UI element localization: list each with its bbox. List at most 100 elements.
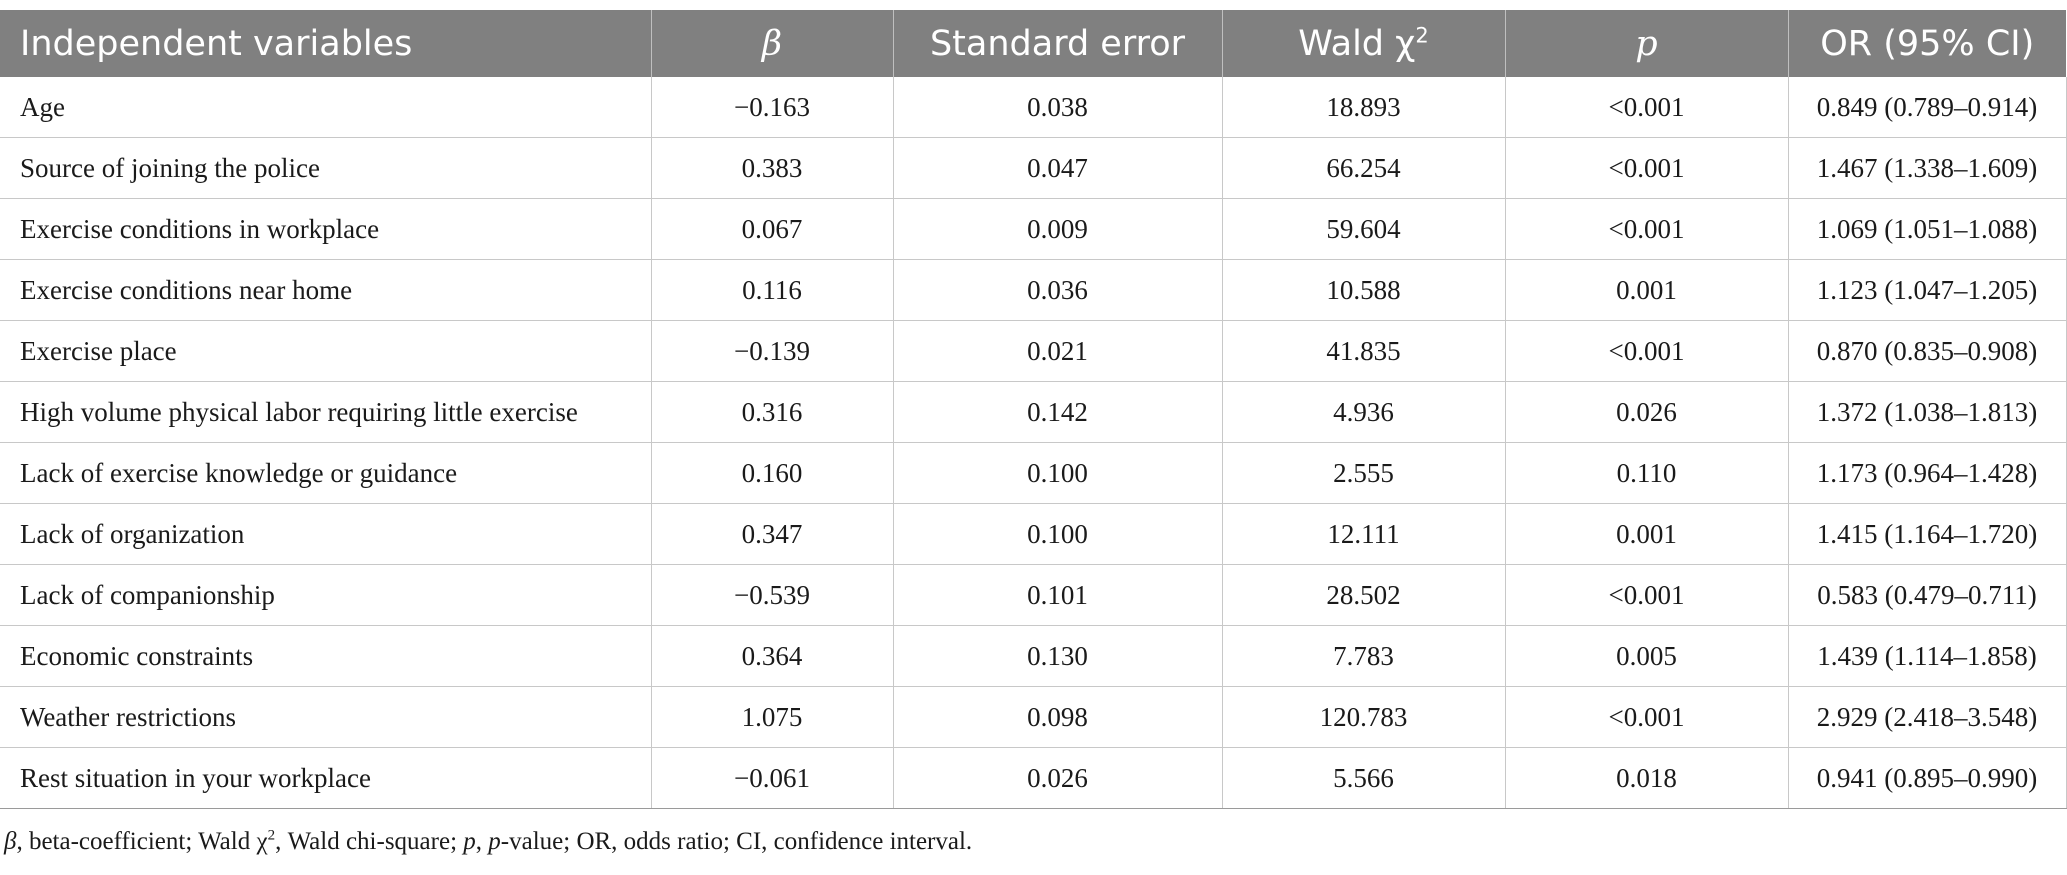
cell-p-value: 0.001 — [1505, 259, 1789, 321]
footnote-p-symbol: p — [463, 828, 476, 855]
cell-wald: 12.111 — [1222, 503, 1506, 565]
table-row: Exercise place −0.139 0.021 41.835 <0.001 0.8… — [0, 320, 2067, 382]
cell-beta: −0.163 — [651, 77, 894, 138]
regression-table-container: Independent variables β Standard error W… — [0, 10, 2067, 809]
regression-table: Independent variables β Standard error W… — [0, 10, 2067, 809]
cell-variable: Lack of companionship — [0, 564, 652, 626]
cell-wald: 4.936 — [1222, 381, 1506, 443]
cell-beta: 0.364 — [651, 625, 894, 687]
table-row: Lack of organization 0.347 0.100 12.111 0.00… — [0, 503, 2067, 565]
table-row: Rest situation in your workplace −0.061 0.… — [0, 747, 2067, 809]
cell-wald: 41.835 — [1222, 320, 1506, 382]
cell-variable: Exercise conditions in workplace — [0, 198, 652, 260]
cell-p-value: 0.001 — [1505, 503, 1789, 565]
table-row: Lack of companionship −0.539 0.101 28.502 <0… — [0, 564, 2067, 626]
header-row: Independent variables β Standard error W… — [0, 10, 2066, 77]
cell-beta: 1.075 — [651, 686, 894, 748]
table-row: Source of joining the police 0.383 0.047 66… — [0, 137, 2067, 199]
cell-variable: Lack of exercise knowledge or guidance — [0, 442, 652, 504]
cell-or-ci: 1.069 (1.051–1.088) — [1788, 198, 2067, 260]
cell-p-value: <0.001 — [1505, 77, 1789, 138]
cell-beta: 0.347 — [651, 503, 894, 565]
table-body: Age −0.163 0.038 18.893 <0.001 0.849 (0.789–0… — [0, 77, 2067, 809]
cell-standard-error: 0.101 — [893, 564, 1223, 626]
cell-variable: Economic constraints — [0, 625, 652, 687]
cell-standard-error: 0.021 — [893, 320, 1223, 382]
cell-variable: Exercise conditions near home — [0, 259, 652, 321]
cell-standard-error: 0.009 — [893, 198, 1223, 260]
footnote-wald-definition: , Wald chi-square; — [275, 828, 464, 855]
footnote-beta-symbol: β — [4, 828, 17, 855]
cell-wald: 66.254 — [1222, 137, 1506, 199]
cell-p-value: 0.026 — [1505, 381, 1789, 443]
cell-or-ci: 1.415 (1.164–1.720) — [1788, 503, 2067, 565]
table-row: Exercise conditions near home 0.116 0.036 1… — [0, 259, 2067, 321]
table-header: Independent variables β Standard error W… — [0, 10, 2066, 77]
cell-wald: 2.555 — [1222, 442, 1506, 504]
cell-p-value: 0.110 — [1505, 442, 1789, 504]
cell-variable: Rest situation in your workplace — [0, 747, 652, 809]
cell-standard-error: 0.142 — [893, 381, 1223, 443]
cell-variable: High volume physical labor requiring lit… — [0, 381, 652, 443]
cell-variable: Exercise place — [0, 320, 652, 382]
cell-standard-error: 0.100 — [893, 442, 1223, 504]
cell-wald: 18.893 — [1222, 77, 1506, 138]
cell-or-ci: 0.583 (0.479–0.711) — [1788, 564, 2067, 626]
table-row: High volume physical labor requiring lit… — [0, 381, 2067, 443]
header-wald-chi-square: Wald χ2 — [1222, 10, 1506, 77]
cell-wald: 5.566 — [1222, 747, 1506, 809]
cell-or-ci: 1.123 (1.047–1.205) — [1788, 259, 2067, 321]
cell-standard-error: 0.047 — [893, 137, 1223, 199]
cell-or-ci: 0.849 (0.789–0.914) — [1788, 77, 2067, 138]
cell-variable: Source of joining the police — [0, 137, 652, 199]
cell-standard-error: 0.100 — [893, 503, 1223, 565]
cell-wald: 7.783 — [1222, 625, 1506, 687]
cell-standard-error: 0.026 — [893, 747, 1223, 809]
cell-beta: 0.316 — [651, 381, 894, 443]
cell-beta: −0.139 — [651, 320, 894, 382]
cell-variable: Weather restrictions — [0, 686, 652, 748]
header-standard-error: Standard error — [893, 10, 1223, 77]
cell-wald: 59.604 — [1222, 198, 1506, 260]
header-p-value: p — [1505, 10, 1789, 77]
table-row: Economic constraints 0.364 0.130 7.783 0.005… — [0, 625, 2067, 687]
header-or-ci: OR (95% CI) — [1788, 10, 2066, 77]
table-row: Weather restrictions 1.075 0.098 120.783 <0.… — [0, 686, 2067, 748]
cell-p-value: <0.001 — [1505, 137, 1789, 199]
cell-or-ci: 1.439 (1.114–1.858) — [1788, 625, 2067, 687]
cell-p-value: 0.005 — [1505, 625, 1789, 687]
cell-or-ci: 1.173 (0.964–1.428) — [1788, 442, 2067, 504]
cell-variable: Age — [0, 77, 652, 138]
cell-standard-error: 0.036 — [893, 259, 1223, 321]
cell-standard-error: 0.098 — [893, 686, 1223, 748]
table-row: Age −0.163 0.038 18.893 <0.001 0.849 (0.789–0… — [0, 77, 2067, 138]
footnote-beta-definition: , beta-coefficient; Wald χ — [16, 828, 268, 855]
cell-beta: 0.160 — [651, 442, 894, 504]
cell-wald: 120.783 — [1222, 686, 1506, 748]
cell-p-value: 0.018 — [1505, 747, 1789, 809]
footnote-chi-superscript: 2 — [267, 827, 276, 844]
cell-beta: −0.061 — [651, 747, 894, 809]
cell-beta: 0.383 — [651, 137, 894, 199]
cell-p-value: <0.001 — [1505, 320, 1789, 382]
cell-or-ci: 1.467 (1.338–1.609) — [1788, 137, 2067, 199]
cell-p-value: <0.001 — [1505, 564, 1789, 626]
cell-beta: −0.539 — [651, 564, 894, 626]
cell-wald: 10.588 — [1222, 259, 1506, 321]
cell-or-ci: 2.929 (2.418–3.548) — [1788, 686, 2067, 748]
footnote-definitions-rest: -value; OR, odds ratio; CI, confidence i… — [500, 828, 973, 855]
table-footnote: β, beta-coefficient; Wald χ2, Wald chi-s… — [4, 828, 972, 856]
header-beta: β — [651, 10, 894, 77]
cell-variable: Lack of organization — [0, 503, 652, 565]
cell-or-ci: 1.372 (1.038–1.813) — [1788, 381, 2067, 443]
table-row: Lack of exercise knowledge or guidance 0.… — [0, 442, 2067, 504]
header-wald-label: Wald χ — [1298, 23, 1416, 64]
footnote-p-symbol-2: p — [488, 828, 501, 855]
cell-or-ci: 0.870 (0.835–0.908) — [1788, 320, 2067, 382]
cell-p-value: <0.001 — [1505, 686, 1789, 748]
footnote-separator: , — [475, 828, 489, 855]
cell-standard-error: 0.130 — [893, 625, 1223, 687]
cell-p-value: <0.001 — [1505, 198, 1789, 260]
cell-or-ci: 0.941 (0.895–0.990) — [1788, 747, 2067, 809]
cell-wald: 28.502 — [1222, 564, 1506, 626]
